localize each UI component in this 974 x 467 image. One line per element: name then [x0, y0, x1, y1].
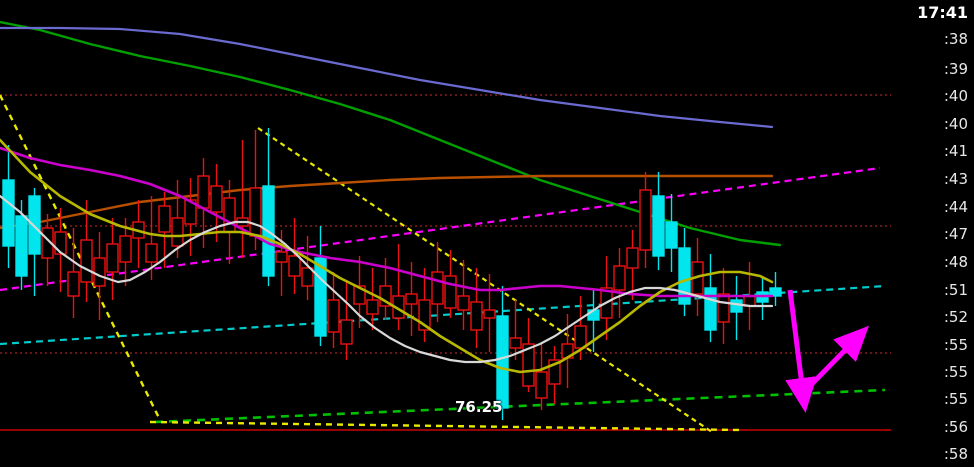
trendline-green-lower: [154, 388, 886, 424]
axis-tick-label: :55: [943, 390, 968, 408]
candle-body: [496, 315, 509, 409]
candle-body: [106, 243, 119, 273]
candle-body: [301, 267, 314, 287]
candle-body: [210, 185, 223, 213]
candle-body: [457, 295, 470, 311]
candle-body: [717, 293, 730, 323]
candle-body: [15, 215, 28, 277]
candle-body: [327, 299, 340, 333]
axis-tick-label: :39: [943, 60, 968, 78]
candle-body: [353, 285, 366, 305]
candle-body: [379, 285, 392, 307]
candle-body: [535, 371, 548, 399]
axis-tick-label: :43: [943, 170, 968, 188]
trendline-cyan-middle: [0, 284, 886, 346]
candle-body: [431, 271, 444, 305]
moving-average-magenta: [0, 146, 774, 298]
axis-tick-label: :56: [943, 418, 968, 436]
chart-canvas: [0, 20, 891, 433]
moving-average-white: [0, 194, 774, 364]
axis-tick-label: :40: [943, 87, 968, 105]
annotation-arrow-up: [801, 325, 870, 395]
axis-tick-label: :55: [943, 363, 968, 381]
candle-body: [41, 227, 54, 259]
candle-body: [613, 265, 626, 291]
candle-body: [665, 221, 678, 249]
axis-tick-label: :38: [943, 30, 968, 48]
axis-tick-label: :58: [943, 445, 968, 463]
candle-body: [509, 337, 522, 349]
candle-body: [314, 257, 327, 337]
trendline-yellow-descending-2: [257, 127, 713, 433]
candle-body: [704, 287, 717, 331]
candle-body: [2, 179, 15, 247]
candle-body: [119, 235, 132, 263]
moving-average-blue: [0, 26, 774, 129]
candle-body: [652, 195, 665, 257]
candle-body: [639, 189, 652, 251]
candle-body: [574, 325, 587, 349]
axis-tick-label: :47: [943, 225, 968, 243]
candle-body: [730, 299, 743, 313]
axis-clock-label: 17:41: [917, 3, 968, 22]
candle-body: [145, 243, 158, 263]
candle-body: [548, 359, 561, 385]
axis-tick-label: :41: [943, 142, 968, 160]
price-chart-plot-area[interactable]: 76.25: [0, 0, 891, 467]
candle-body: [366, 299, 379, 315]
annotation-arrow-down: [785, 289, 817, 413]
candle-body: [340, 319, 353, 345]
candle-body: [197, 175, 210, 209]
axis-tick-label: :55: [943, 336, 968, 354]
candle-body: [470, 301, 483, 331]
axis-tick-label: :52: [943, 308, 968, 326]
moving-average-orange: [0, 174, 774, 230]
candle-body: [249, 187, 262, 237]
candle-body: [184, 199, 197, 225]
candle-body: [275, 251, 288, 263]
time-axis[interactable]: 17:41 :38 :39 :40 :40 :41 :43 :44 :47 :48 :51 :52 :5…: [891, 0, 974, 467]
price-annotation-label: 76.25: [455, 398, 503, 416]
candle-body: [678, 247, 691, 305]
candle-body: [54, 231, 67, 255]
candle-body: [67, 271, 80, 297]
candle-body: [418, 299, 431, 331]
candle-body: [626, 247, 639, 269]
candle-body: [288, 255, 301, 277]
candle-body: [171, 217, 184, 247]
candle-body: [158, 205, 171, 233]
candle-body: [80, 239, 93, 283]
axis-tick-label: :51: [943, 281, 968, 299]
candle-body: [93, 257, 106, 287]
axis-tick-label: :40: [943, 115, 968, 133]
candle-body: [483, 309, 496, 319]
candle-body: [522, 343, 535, 387]
trendline-yellow-descending-1: [0, 94, 162, 421]
candle-body: [223, 197, 236, 233]
candle-body: [405, 293, 418, 305]
moving-average-yellow: [0, 138, 774, 374]
candle-body: [444, 275, 457, 309]
candle-body: [769, 287, 782, 297]
axis-tick-label: :48: [943, 253, 968, 271]
trendline-yellow-flat: [149, 420, 741, 432]
axis-tick-label: :44: [943, 198, 968, 216]
